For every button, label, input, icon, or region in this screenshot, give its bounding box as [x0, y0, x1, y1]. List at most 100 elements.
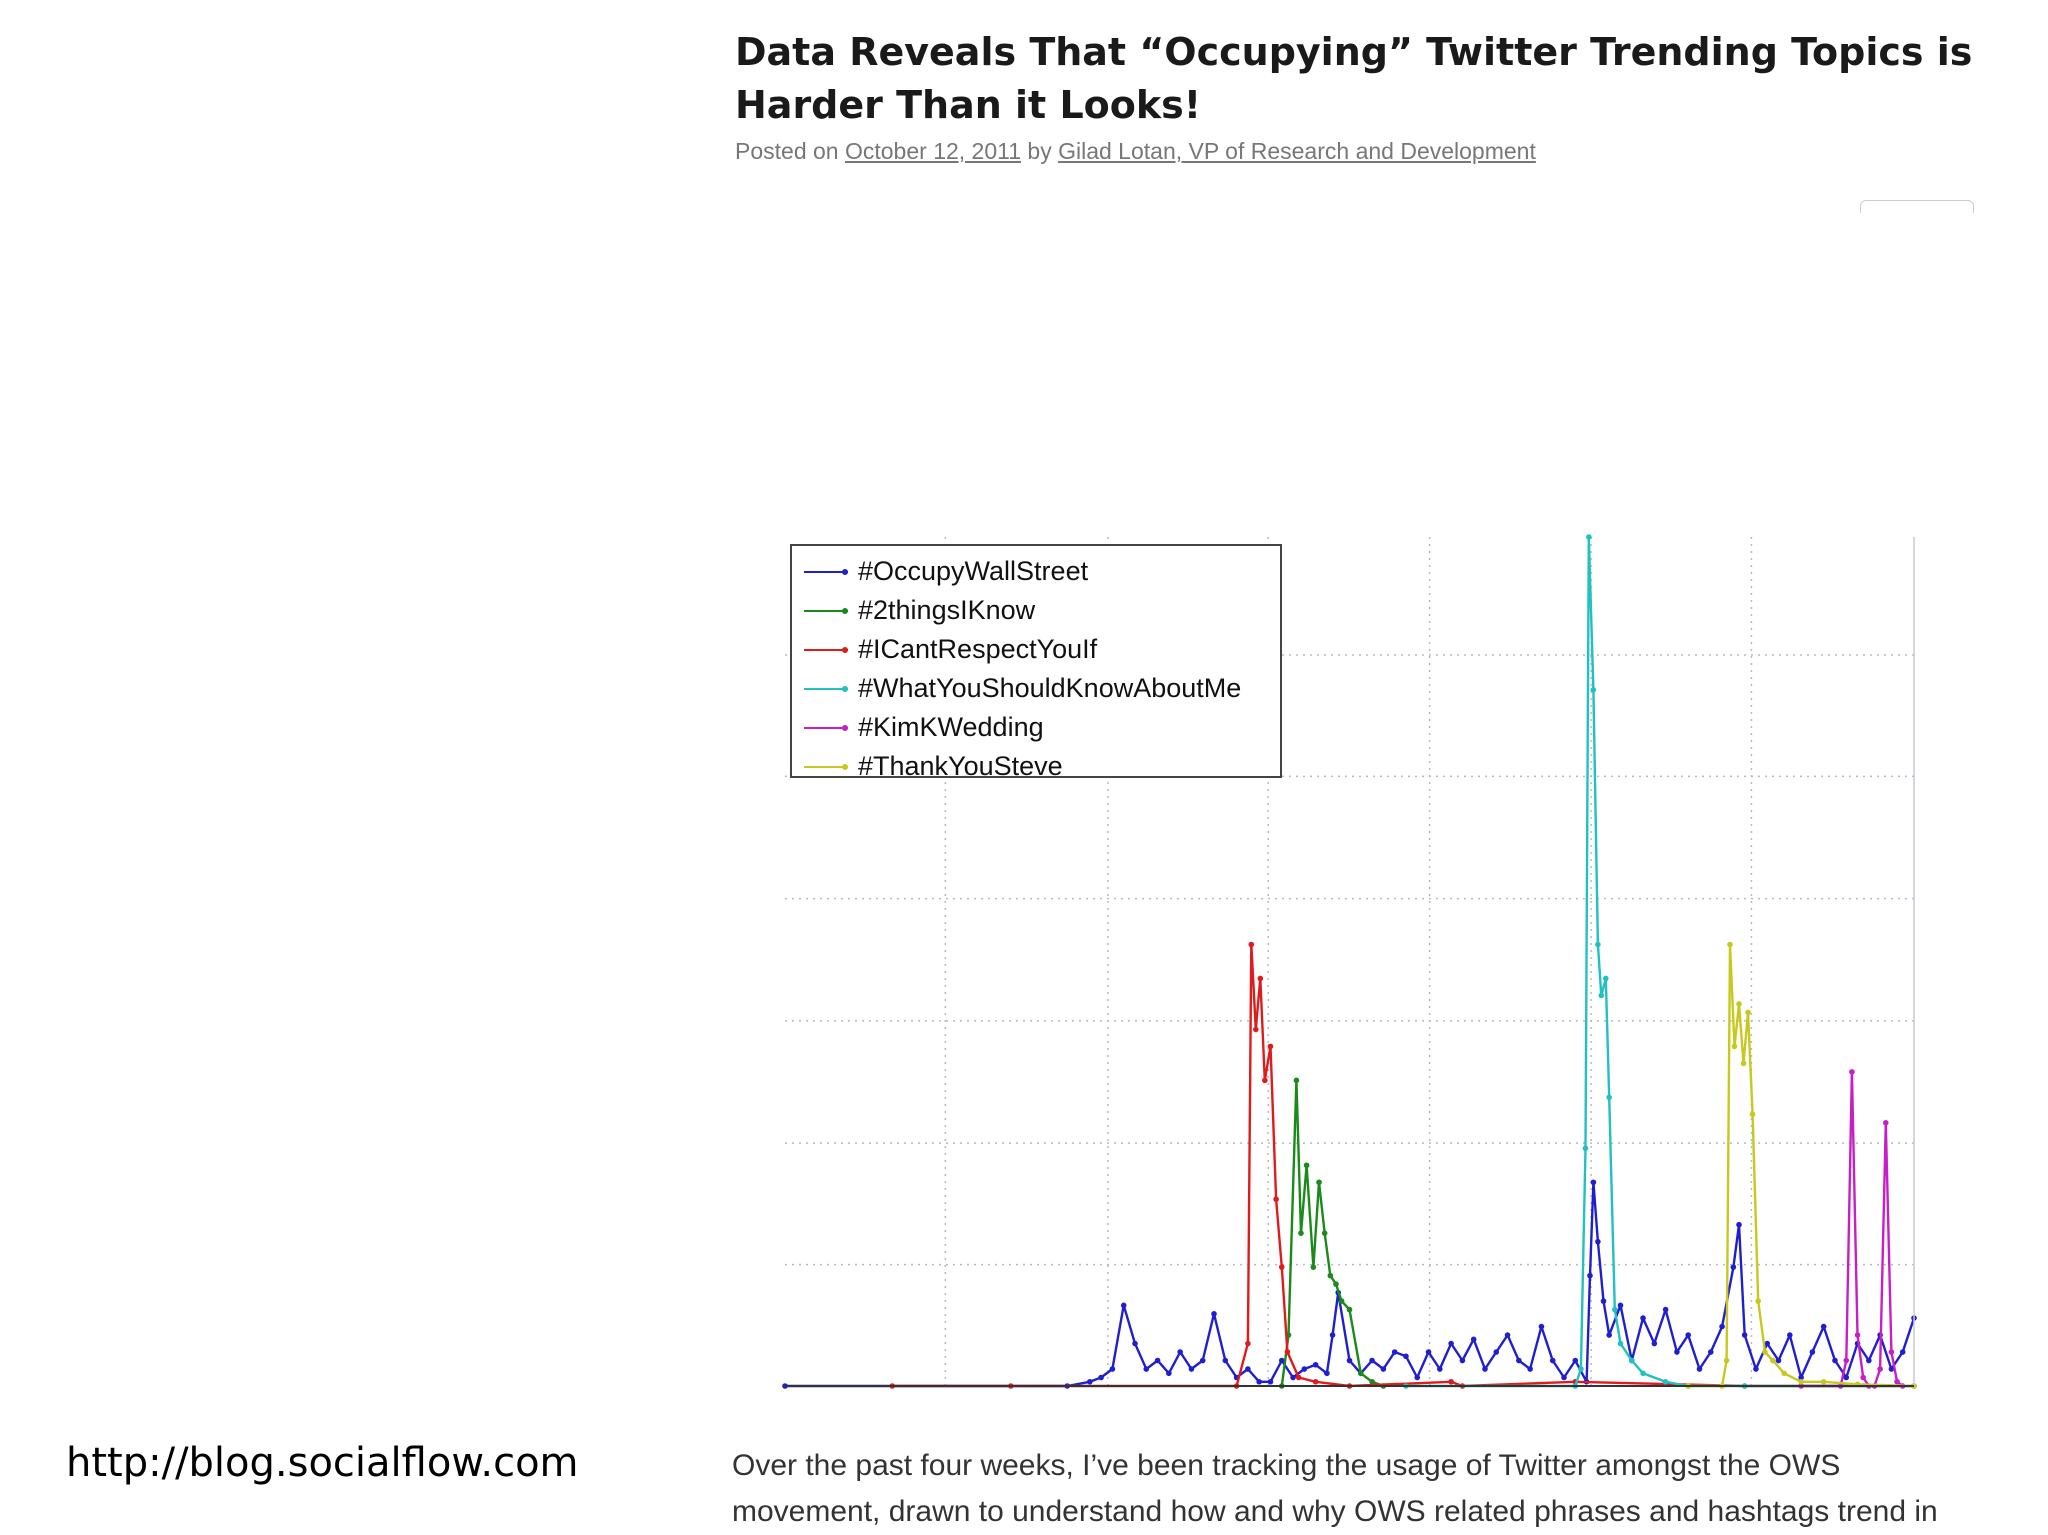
author-link[interactable]: Gilad Lotan, VP of Research and Developm…: [1058, 138, 1536, 164]
data-point: [1414, 1374, 1421, 1381]
series-2: [889, 941, 1917, 1389]
data-point: [1696, 1366, 1703, 1372]
data-point: [1651, 1340, 1658, 1347]
data-point: [1587, 1272, 1593, 1279]
data-point: [1324, 1370, 1330, 1377]
data-point: [1770, 1357, 1776, 1364]
legend-item: #ThankYouSteve: [804, 747, 1063, 786]
data-point: [1741, 1383, 1748, 1389]
data-point: [1860, 1374, 1866, 1381]
data-point: [1403, 1353, 1409, 1360]
legend-label: #ThankYouSteve: [858, 751, 1063, 781]
data-point: [1832, 1357, 1838, 1364]
data-point: [1787, 1332, 1793, 1338]
data-point: [1516, 1357, 1522, 1364]
series-3: [1403, 534, 1917, 1389]
data-point: [1346, 1306, 1353, 1313]
body-line-2: movement, drawn to understand how and wh…: [732, 1495, 1938, 1528]
data-point: [1245, 1340, 1251, 1347]
data-point: [1482, 1366, 1488, 1372]
data-point: [1321, 1230, 1328, 1236]
body-line-1: Over the past four weeks, I’ve been trac…: [732, 1449, 1841, 1482]
data-point: [1888, 1366, 1895, 1372]
data-point: [1290, 1374, 1296, 1381]
data-point: [1527, 1366, 1533, 1372]
data-point: [1602, 975, 1609, 982]
data-point: [1719, 1383, 1725, 1389]
data-point: [1820, 1378, 1827, 1385]
data-point: [1723, 1357, 1730, 1364]
data-point: [1008, 1383, 1014, 1389]
data-point: [1346, 1357, 1353, 1364]
legend-swatch: [804, 763, 848, 770]
data-point: [1222, 1357, 1229, 1364]
data-point: [1285, 1332, 1292, 1338]
data-point: [1854, 1381, 1861, 1388]
data-point: [1120, 1302, 1127, 1309]
legend-label: #OccupyWallStreet: [858, 556, 1089, 586]
data-point: [1459, 1383, 1466, 1389]
data-point: [1572, 1383, 1579, 1389]
data-point: [1685, 1383, 1691, 1389]
data-point: [1578, 1366, 1584, 1372]
data-point: [1740, 1060, 1747, 1067]
series-line: [785, 1180, 1916, 1388]
series-0: [782, 1179, 1917, 1389]
data-point: [1843, 1357, 1850, 1364]
data-point: [1245, 1366, 1251, 1372]
data-point: [1854, 1332, 1861, 1338]
data-point: [1749, 1111, 1756, 1118]
data-point: [1662, 1306, 1669, 1313]
data-point: [1764, 1340, 1771, 1347]
legend-swatch: [804, 607, 848, 614]
data-point: [1877, 1332, 1883, 1338]
data-point: [1333, 1281, 1339, 1287]
data-point: [1493, 1349, 1500, 1355]
legend-item: #WhatYouShouldKnowAboutMe: [804, 669, 1241, 708]
legend-swatch: [804, 685, 848, 692]
data-point: [1278, 1264, 1285, 1270]
data-point: [1188, 1366, 1195, 1372]
data-point: [1380, 1366, 1387, 1372]
data-point: [1252, 1026, 1259, 1033]
data-point: [1262, 1077, 1268, 1084]
data-point: [1820, 1323, 1827, 1330]
data-point: [1600, 1298, 1607, 1304]
data-point: [1425, 1349, 1432, 1355]
data-point: [1590, 687, 1597, 693]
data-point: [1741, 1383, 1748, 1389]
data-point: [1572, 1378, 1579, 1385]
data-point: [1798, 1374, 1804, 1381]
series-line: [892, 943, 1914, 1388]
post-date-link[interactable]: October 12, 2011: [844, 138, 1022, 164]
data-point: [1640, 1315, 1646, 1321]
data-point: [1301, 1366, 1308, 1372]
data-point: [1233, 1374, 1240, 1381]
data-point: [1866, 1383, 1872, 1389]
legend-label: #WhatYouShouldKnowAboutMe: [858, 673, 1242, 703]
data-point: [1380, 1383, 1387, 1389]
data-point: [1284, 1349, 1291, 1355]
legend: #OccupyWallStreet #2thingsIKnow #ICantRe…: [790, 544, 1282, 781]
series-4: [1798, 1069, 1906, 1389]
data-point: [1267, 1378, 1274, 1385]
data-point: [1731, 1043, 1738, 1050]
data-point: [1357, 1370, 1364, 1377]
data-point: [1504, 1332, 1511, 1338]
series-1: [1278, 1077, 1387, 1389]
legend-swatch: [804, 568, 848, 575]
data-point: [1775, 1357, 1782, 1364]
data-point: [1871, 1383, 1878, 1389]
data-point: [1753, 1366, 1759, 1372]
legend-label: #KimKWedding: [858, 712, 1044, 742]
data-point: [889, 1383, 896, 1389]
data-point: [1087, 1378, 1093, 1385]
data-point: [1248, 941, 1255, 948]
data-point: [1199, 1357, 1206, 1364]
share-widget[interactable]: [1860, 200, 1974, 213]
legend-label: #ICantRespectYouIf: [858, 634, 1098, 664]
data-point: [1312, 1361, 1319, 1368]
data-point: [1403, 1383, 1409, 1389]
data-point: [1606, 1332, 1612, 1338]
data-point: [1154, 1357, 1161, 1364]
